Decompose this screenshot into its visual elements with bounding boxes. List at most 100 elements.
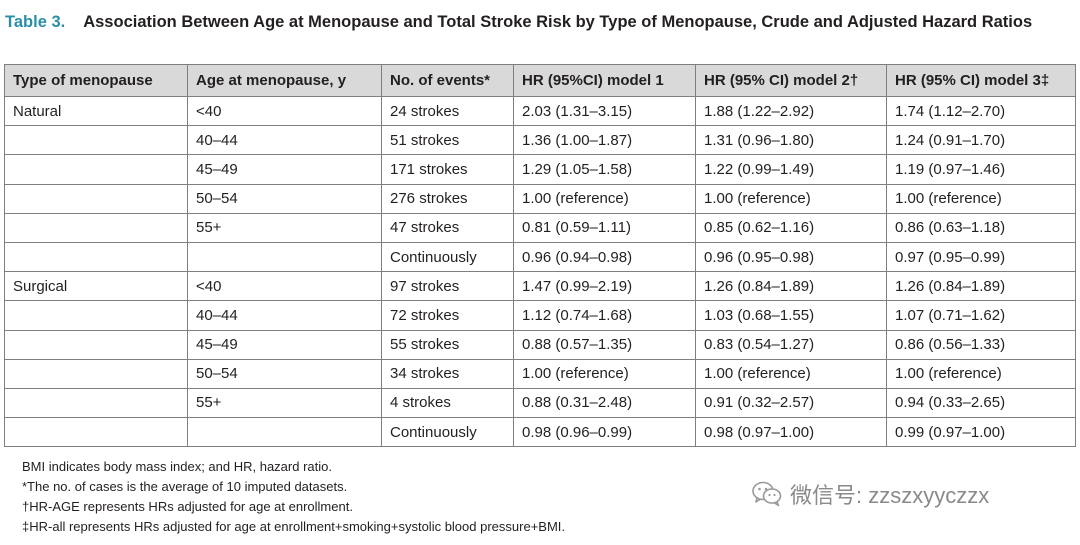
table-row: 55+ 47 strokes 0.81 (0.59–1.11) 0.85 (0.62–… xyxy=(4,212,1076,243)
cell-hr-model-2: 1.26 (0.84–1.89) xyxy=(695,271,887,302)
cell-hr-model-3: 0.97 (0.95–0.99) xyxy=(886,241,1076,273)
cell-age-at-menopause: 40–44 xyxy=(187,125,382,156)
cell-age-at-menopause: 55+ xyxy=(187,387,382,419)
table-row: 45–49 171 strokes 1.29 (1.05–1.58) 1.22 (0.… xyxy=(4,154,1076,185)
table-row: 40–44 51 strokes 1.36 (1.00–1.87) 1.31 (0.9… xyxy=(4,125,1076,156)
table-caption: Table 3. Association Between Age at Menop… xyxy=(5,11,1070,33)
cell-hr-model-2: 1.03 (0.68–1.55) xyxy=(695,300,887,331)
cell-hr-model-3: 0.86 (0.63–1.18) xyxy=(886,212,1076,243)
cell-hr-model-1: 0.88 (0.31–2.48) xyxy=(513,387,696,419)
header-type-of-menopause: Type of menopause xyxy=(4,64,188,97)
cell-type-of-menopause xyxy=(4,417,188,448)
header-age-at-menopause: Age at menopause, y xyxy=(187,64,382,97)
cell-hr-model-1: 1.36 (1.00–1.87) xyxy=(513,125,696,156)
cell-hr-model-2: 0.85 (0.62–1.16) xyxy=(695,212,887,243)
cell-hr-model-1: 0.81 (0.59–1.11) xyxy=(513,212,696,243)
cell-no-of-events: 51 strokes xyxy=(381,125,514,156)
cell-hr-model-2: 0.96 (0.95–0.98) xyxy=(695,241,887,273)
cell-hr-model-1: 1.12 (0.74–1.68) xyxy=(513,300,696,331)
cell-hr-model-1: 1.29 (1.05–1.58) xyxy=(513,154,696,185)
cell-hr-model-1: 1.00 (reference) xyxy=(513,358,696,389)
cell-hr-model-2: 1.22 (0.99–1.49) xyxy=(695,154,887,185)
cell-hr-model-3: 1.26 (0.84–1.89) xyxy=(886,271,1076,302)
cell-hr-model-3: 1.00 (reference) xyxy=(886,183,1076,214)
cell-no-of-events: 47 strokes xyxy=(381,212,514,243)
cell-hr-model-2: 0.98 (0.97–1.00) xyxy=(695,417,887,448)
cell-hr-model-1: 1.47 (0.99–2.19) xyxy=(513,271,696,302)
header-no-of-events: No. of events* xyxy=(381,64,514,97)
cell-hr-model-2: 1.00 (reference) xyxy=(695,183,887,214)
table-label: Table 3. xyxy=(5,13,66,31)
cell-no-of-events: 4 strokes xyxy=(381,387,514,419)
cell-type-of-menopause: Natural xyxy=(4,95,188,127)
cell-no-of-events: 276 strokes xyxy=(381,183,514,214)
cell-age-at-menopause: 50–54 xyxy=(187,358,382,389)
footnote-model-3: ‡HR-all represents HRs adjusted for age … xyxy=(22,519,566,534)
cell-hr-model-3: 1.74 (1.12–2.70) xyxy=(886,95,1076,127)
cell-hr-model-3: 1.07 (0.71–1.62) xyxy=(886,300,1076,331)
cell-no-of-events: Continuously xyxy=(381,241,514,273)
cell-hr-model-1: 0.96 (0.94–0.98) xyxy=(513,241,696,273)
table-row: 40–44 72 strokes 1.12 (0.74–1.68) 1.03 (0.6… xyxy=(4,300,1076,331)
cell-age-at-menopause xyxy=(187,241,382,273)
cell-hr-model-2: 1.88 (1.22–2.92) xyxy=(695,95,887,127)
cell-no-of-events: Continuously xyxy=(381,417,514,448)
footnote-events: *The no. of cases is the average of 10 i… xyxy=(22,479,348,494)
table-row: Continuously 0.98 (0.96–0.99) 0.98 (0.97–1… xyxy=(4,417,1076,448)
cell-no-of-events: 24 strokes xyxy=(381,95,514,127)
cell-type-of-menopause xyxy=(4,387,188,419)
cell-type-of-menopause xyxy=(4,300,188,331)
cell-no-of-events: 97 strokes xyxy=(381,271,514,302)
cell-type-of-menopause xyxy=(4,358,188,389)
cell-no-of-events: 55 strokes xyxy=(381,329,514,360)
cell-hr-model-1: 2.03 (1.31–3.15) xyxy=(513,95,696,127)
wechat-watermark: 微信号: zzszxyyczzx xyxy=(752,478,989,510)
cell-age-at-menopause: 40–44 xyxy=(187,300,382,331)
cell-type-of-menopause xyxy=(4,183,188,214)
cell-hr-model-3: 0.94 (0.33–2.65) xyxy=(886,387,1076,419)
cell-hr-model-3: 0.86 (0.56–1.33) xyxy=(886,329,1076,360)
cell-hr-model-2: 0.83 (0.54–1.27) xyxy=(695,329,887,360)
cell-age-at-menopause: 45–49 xyxy=(187,329,382,360)
cell-age-at-menopause: 45–49 xyxy=(187,154,382,185)
table-row: 50–54 276 strokes 1.00 (reference) 1.00 (re… xyxy=(4,183,1076,214)
cell-hr-model-1: 1.00 (reference) xyxy=(513,183,696,214)
cell-hr-model-2: 0.91 (0.32–2.57) xyxy=(695,387,887,419)
cell-hr-model-1: 0.88 (0.57–1.35) xyxy=(513,329,696,360)
table-row: 50–54 34 strokes 1.00 (reference) 1.00 (ref… xyxy=(4,358,1076,389)
footnote-model-2: †HR-AGE represents HRs adjusted for age … xyxy=(22,499,353,514)
table-title: Association Between Age at Menopause and… xyxy=(83,13,1033,31)
cell-hr-model-3: 1.24 (0.91–1.70) xyxy=(886,125,1076,156)
cell-no-of-events: 72 strokes xyxy=(381,300,514,331)
cell-no-of-events: 34 strokes xyxy=(381,358,514,389)
cell-no-of-events: 171 strokes xyxy=(381,154,514,185)
cell-age-at-menopause: 50–54 xyxy=(187,183,382,214)
header-hr-model-2: HR (95% CI) model 2† xyxy=(695,64,887,97)
table-footnotes: BMI indicates body mass index; and HR, h… xyxy=(22,457,565,537)
cell-type-of-menopause xyxy=(4,241,188,273)
cell-type-of-menopause xyxy=(4,329,188,360)
cell-hr-model-3: 1.00 (reference) xyxy=(886,358,1076,389)
table-row: Natural <40 24 strokes 2.03 (1.31–3.15) 1.88… xyxy=(4,95,1076,127)
header-hr-model-3: HR (95% CI) model 3‡ xyxy=(886,64,1076,97)
table-row: Surgical <40 97 strokes 1.47 (0.99–2.19) 1.2… xyxy=(4,271,1076,302)
cell-hr-model-1: 0.98 (0.96–0.99) xyxy=(513,417,696,448)
cell-age-at-menopause: 55+ xyxy=(187,212,382,243)
table-row: 55+ 4 strokes 0.88 (0.31–2.48) 0.91 (0.32–2… xyxy=(4,387,1076,419)
cell-hr-model-3: 1.19 (0.97–1.46) xyxy=(886,154,1076,185)
cell-age-at-menopause: <40 xyxy=(187,95,382,127)
cell-hr-model-3: 0.99 (0.97–1.00) xyxy=(886,417,1076,448)
watermark-text: 微信号: zzszxyyczzx xyxy=(790,483,990,508)
table-row: Continuously 0.96 (0.94–0.98) 0.96 (0.95–0… xyxy=(4,241,1076,273)
cell-type-of-menopause xyxy=(4,125,188,156)
cell-age-at-menopause: <40 xyxy=(187,271,382,302)
header-hr-model-1: HR (95%CI) model 1 xyxy=(513,64,696,97)
cell-type-of-menopause xyxy=(4,154,188,185)
table-header-row: Type of menopause Age at menopause, y No… xyxy=(4,64,1076,97)
cell-hr-model-2: 1.31 (0.96–1.80) xyxy=(695,125,887,156)
cell-type-of-menopause xyxy=(4,212,188,243)
cell-age-at-menopause xyxy=(187,417,382,448)
wechat-icon xyxy=(752,481,782,507)
hazard-ratio-table: Type of menopause Age at menopause, y No… xyxy=(4,64,1076,448)
cell-hr-model-2: 1.00 (reference) xyxy=(695,358,887,389)
